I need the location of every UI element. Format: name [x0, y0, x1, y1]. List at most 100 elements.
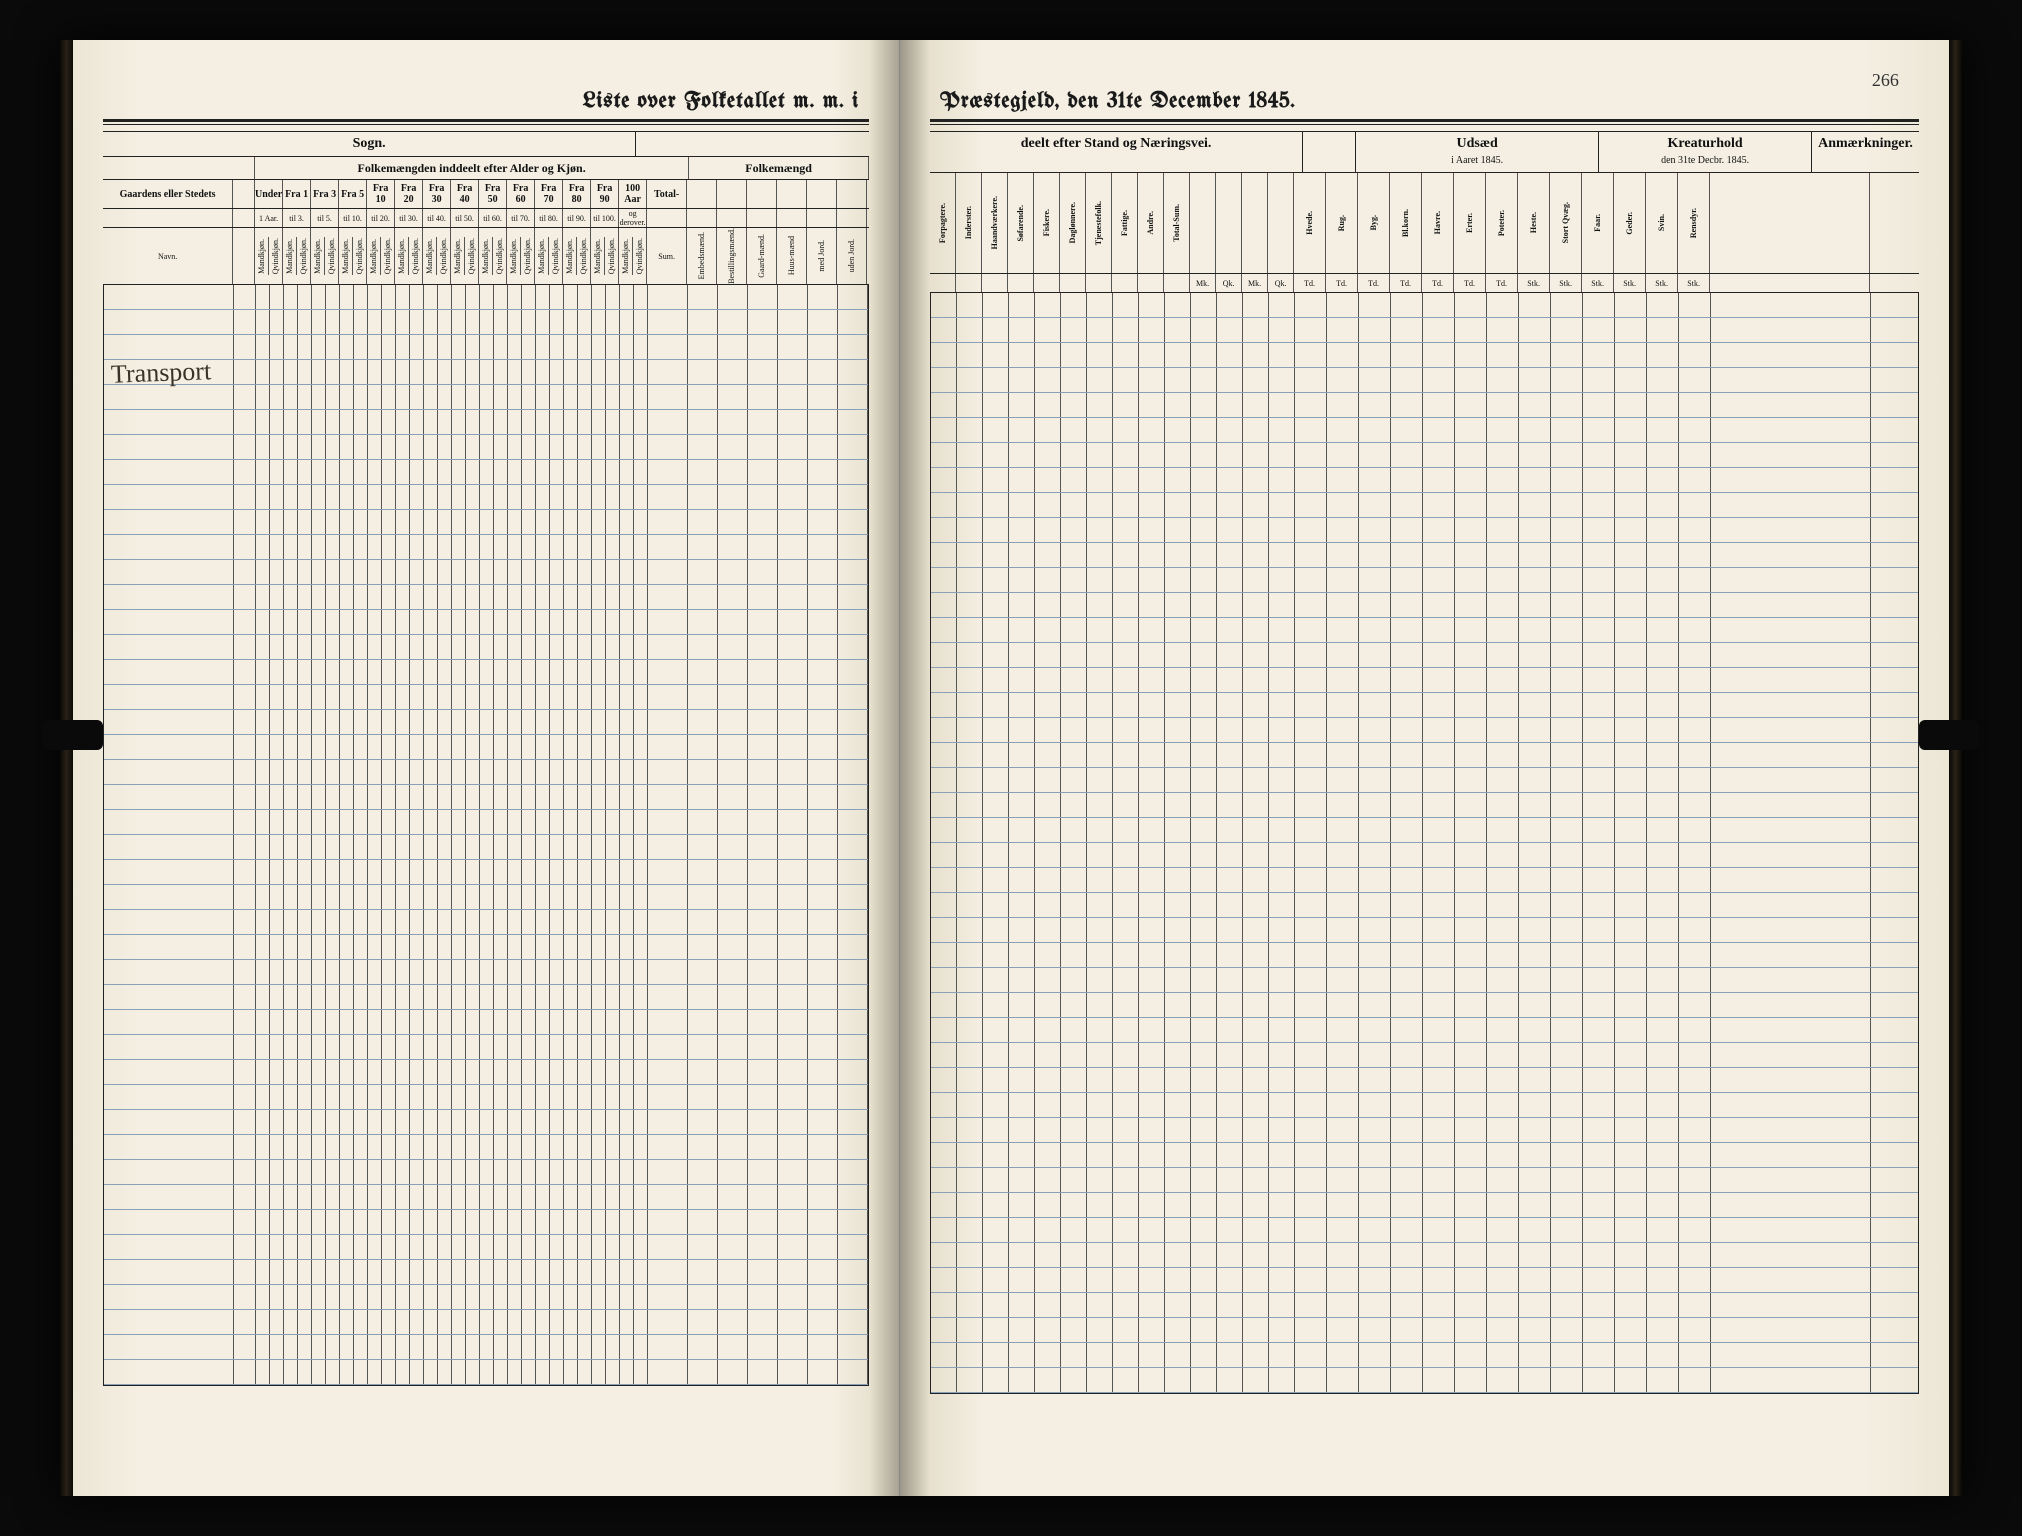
table-row — [104, 960, 868, 985]
table-row — [931, 468, 1918, 493]
header-cell: Under — [255, 180, 283, 208]
header-cell: Td. — [1422, 274, 1454, 292]
header-cell — [103, 209, 233, 227]
header-cell-vertical: Svin. — [1646, 173, 1678, 273]
header-cell-vertical: Total-Sum. — [1164, 173, 1190, 273]
table-row — [104, 985, 868, 1010]
table-row — [931, 793, 1918, 818]
table-row — [104, 1185, 868, 1210]
header-cell — [777, 209, 807, 227]
header-cell: Td. — [1390, 274, 1422, 292]
header-cell: til 40. — [423, 209, 451, 227]
section-blank — [1303, 132, 1356, 172]
header-cell — [807, 180, 837, 208]
header-cell: Fra 1 — [283, 180, 311, 208]
header-cell-vertical: Haandværkere. — [982, 173, 1008, 273]
table-row — [931, 343, 1918, 368]
kreatur-title: Kreaturhold — [1668, 136, 1743, 151]
mq-pair: Mandkjøn.Qvindkjøn. — [339, 228, 367, 284]
table-row — [104, 1160, 868, 1185]
header-cell-vertical: Gaard-mænd. — [747, 228, 777, 284]
header-cell-vertical: Mandkjøn. — [339, 237, 353, 276]
header-cell — [982, 274, 1008, 292]
header-cell: Fra 50 — [479, 180, 507, 208]
table-row — [104, 535, 868, 560]
header-cell-vertical: Faar. — [1582, 173, 1614, 273]
table-row — [104, 360, 868, 385]
table-row — [104, 1285, 868, 1310]
ledger-book: Liste over Folketallet m. m. i Sogn. Fol… — [60, 40, 1962, 1496]
table-row — [931, 868, 1918, 893]
table-row — [104, 335, 868, 360]
header-cell — [233, 228, 255, 284]
header-cell — [1060, 274, 1086, 292]
header-cell-vertical: Byg. — [1358, 173, 1390, 273]
header-cell-vertical: Søfarende. — [1008, 173, 1034, 273]
mq-pair: Mandkjøn.Qvindkjøn. — [311, 228, 339, 284]
header-cell — [233, 209, 255, 227]
header-cell: Total- — [647, 180, 687, 208]
table-row — [104, 885, 868, 910]
header-cell-vertical: Havre. — [1422, 173, 1454, 273]
header-cell-vertical: Qvindkjøn. — [437, 236, 451, 276]
header-cell: Sum. — [647, 228, 687, 284]
header-cell: Mk. — [1190, 274, 1216, 292]
table-row — [931, 493, 1918, 518]
header-cell-vertical: Mandkjøn. — [619, 237, 633, 276]
kreatur-sub: den 31te Decbr. 1845. — [1661, 155, 1749, 166]
header-cell — [717, 180, 747, 208]
header-cell — [747, 180, 777, 208]
header-cell: Fra 10 — [367, 180, 395, 208]
col-folke: Folkemængden inddeelt efter Alder og Kjø… — [255, 157, 689, 179]
header-cell: Td. — [1326, 274, 1358, 292]
table-row — [931, 918, 1918, 943]
table-row — [931, 1368, 1918, 1393]
table-row — [104, 410, 868, 435]
section-anm: Anmærkninger. — [1812, 132, 1919, 172]
header-cell-vertical: Inderster. — [956, 173, 982, 273]
header-cell — [687, 209, 717, 227]
header-cell: Fra 40 — [451, 180, 479, 208]
header-cell-vertical: Mandkjøn. — [535, 237, 549, 276]
udsaed-title: Udsæd — [1456, 136, 1497, 151]
table-row — [104, 660, 868, 685]
header-cell — [1242, 173, 1268, 273]
table-row — [104, 1085, 868, 1110]
table-row — [931, 293, 1918, 318]
header-cell: til 80. — [535, 209, 563, 227]
header-cell — [1034, 274, 1060, 292]
table-row — [931, 418, 1918, 443]
header-cell-vertical: Qvindkjøn. — [297, 236, 311, 276]
table-row — [104, 1335, 868, 1360]
header-cell-vertical: Mandkjøn. — [395, 237, 409, 276]
table-row — [104, 585, 868, 610]
table-row — [931, 368, 1918, 393]
header-cell-vertical: Daglønnere. — [1060, 173, 1086, 273]
header-cell — [1710, 173, 1870, 273]
header-cell: Fra 3 — [311, 180, 339, 208]
table-row — [104, 1010, 868, 1035]
table-row — [931, 1093, 1918, 1118]
header-cell — [930, 274, 956, 292]
header-cell: Stk. — [1518, 274, 1550, 292]
table-row — [931, 818, 1918, 843]
header-cell: Mk. — [1242, 274, 1268, 292]
header-cell: Stk. — [1678, 274, 1710, 292]
header-right-cols: Forpagtere.Inderster.Haandværkere.Søfare… — [930, 173, 1919, 274]
header-cell: Stk. — [1646, 274, 1678, 292]
header-cell: Stk. — [1614, 274, 1646, 292]
header-cell: til 20. — [367, 209, 395, 227]
table-row — [931, 768, 1918, 793]
header-cell — [747, 209, 777, 227]
mq-pair: Mandkjøn.Qvindkjøn. — [591, 228, 619, 284]
col-folke-r: Folkemængd — [689, 157, 869, 179]
mq-pair: Mandkjøn.Qvindkjøn. — [507, 228, 535, 284]
header-cell-vertical: Mandkjøn. — [311, 237, 325, 276]
header-cell: 1 Aar. — [255, 209, 283, 227]
header-cell-vertical: Qvindkjøn. — [577, 236, 591, 276]
table-row — [931, 1268, 1918, 1293]
header-cell-vertical: Tjenestefolk. — [1086, 173, 1112, 273]
header-cell-vertical: Forpagtere. — [930, 173, 956, 273]
header-cell — [1268, 173, 1294, 273]
header-cell — [1190, 173, 1216, 273]
